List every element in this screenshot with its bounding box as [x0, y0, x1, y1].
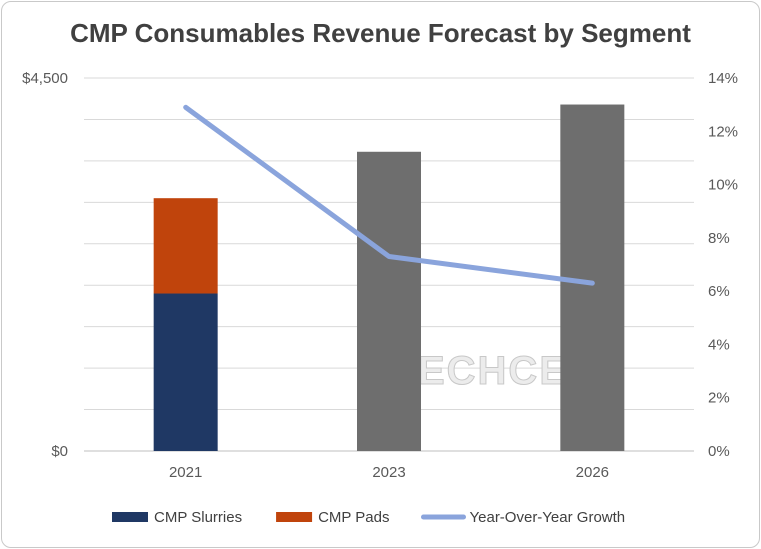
legend-label: Year-Over-Year Growth — [470, 509, 626, 526]
y-left-tick-label: $4,500 — [22, 70, 68, 87]
x-tick-label: 2026 — [576, 464, 609, 481]
legend-swatch — [276, 512, 313, 522]
y-left-tick-label: $0 — [51, 443, 68, 460]
y-right-tick-label: 2% — [708, 390, 730, 407]
legend-label: CMP Pads — [318, 509, 389, 526]
bar-segment — [153, 198, 218, 294]
legend-swatch — [112, 512, 148, 522]
chart-title: CMP Consumables Revenue Forecast by Segm… — [70, 18, 691, 48]
watermark-logo: TECHCET — [392, 349, 595, 393]
growth-line — [183, 104, 595, 286]
x-tick-label: 2023 — [372, 464, 405, 481]
y-right-tick-label: 10% — [708, 177, 738, 194]
x-tick-label: 2021 — [169, 464, 202, 481]
y-right-tick-label: 14% — [708, 70, 738, 87]
y-right-tick-label: 8% — [708, 230, 730, 247]
y-right-tick-label: 4% — [708, 336, 730, 353]
bar-segment — [153, 293, 218, 451]
bar-segment — [560, 104, 625, 451]
y-right-tick-label: 6% — [708, 283, 730, 300]
y-right-tick-label: 12% — [708, 123, 738, 140]
legend-label: CMP Slurries — [154, 509, 242, 526]
y-right-tick-label: 0% — [708, 443, 730, 460]
bar-segment — [357, 151, 421, 451]
